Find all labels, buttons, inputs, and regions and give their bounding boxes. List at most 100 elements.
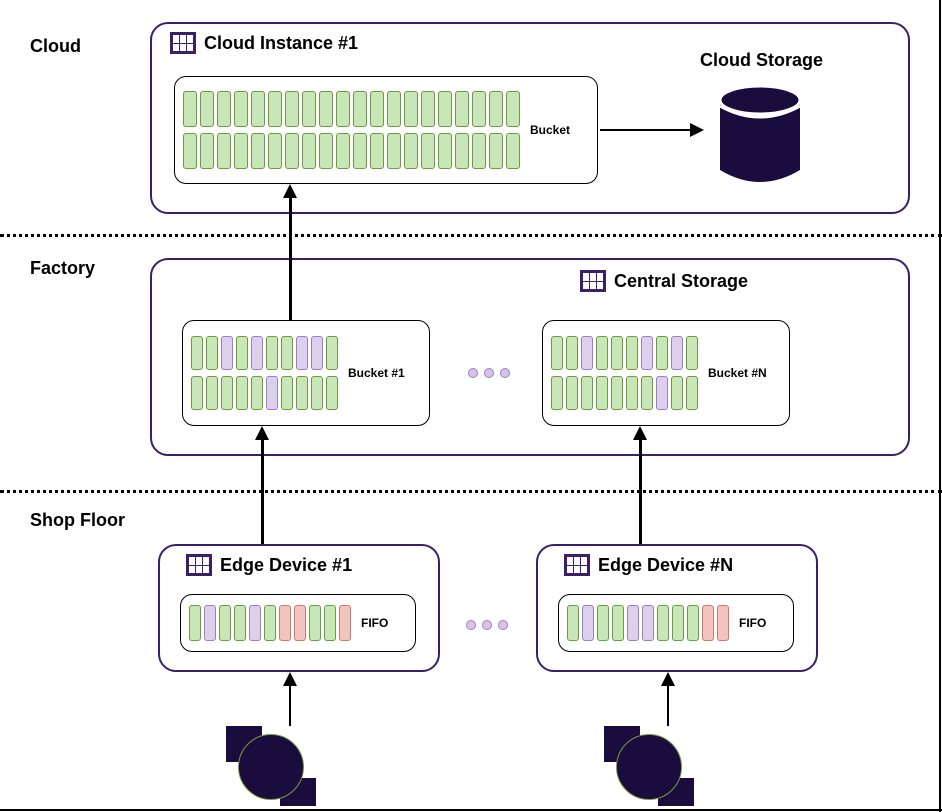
layer-label-cloud: Cloud: [30, 36, 81, 57]
central-storage-title-row: Central Storage: [580, 270, 748, 292]
slot: [489, 133, 503, 169]
slot: [204, 605, 216, 641]
slot: [268, 91, 282, 127]
grid-icon: [170, 32, 196, 54]
arrowhead-sensor1-to-edge1: [283, 672, 297, 686]
slot: [294, 605, 306, 641]
slot: [353, 91, 367, 127]
slot: [200, 133, 214, 169]
slot-row: [183, 91, 520, 127]
slot: [302, 133, 316, 169]
bottom-border: [0, 809, 942, 811]
slot: [285, 91, 299, 127]
slot: [251, 91, 265, 127]
arrow-edge1-to-factory: [261, 438, 264, 544]
arrowhead-sensorn-to-edgen: [661, 672, 675, 686]
factory-bucket-n: Bucket #N: [542, 320, 790, 426]
slot: [671, 336, 683, 370]
slot: [566, 376, 578, 410]
slot: [455, 91, 469, 127]
edge-device-n-title: Edge Device #N: [598, 555, 733, 576]
slot: [336, 133, 350, 169]
slot: [319, 91, 333, 127]
slot: [404, 91, 418, 127]
slot: [219, 605, 231, 641]
slot: [656, 376, 668, 410]
slot: [264, 605, 276, 641]
edge-device-1-title-row: Edge Device #1: [186, 554, 352, 576]
slot: [506, 91, 520, 127]
cloud-storage-cylinder-icon: [712, 82, 808, 188]
slot: [657, 605, 669, 641]
layer-label-shopfloor: Shop Floor: [30, 510, 125, 531]
slot: [387, 91, 401, 127]
slot: [438, 133, 452, 169]
arrow-bucket-to-storage: [600, 129, 692, 131]
slot: [324, 605, 336, 641]
slot: [438, 91, 452, 127]
slot-row: [183, 133, 520, 169]
slot: [251, 376, 263, 410]
edge-fifo-1: FIFO: [180, 594, 416, 652]
divider-cloud-factory: [0, 234, 942, 237]
inner-label: Bucket #N: [708, 366, 767, 380]
slot: [281, 336, 293, 370]
slot: [189, 605, 201, 641]
slot: [183, 133, 197, 169]
factory-ellipsis: [468, 368, 510, 378]
slot: [581, 376, 593, 410]
cloud-instance-title: Cloud Instance #1: [204, 33, 358, 54]
slot: [251, 133, 265, 169]
cloud-instance-title-row: Cloud Instance #1: [170, 32, 358, 54]
slot: [296, 376, 308, 410]
slot: [717, 605, 729, 641]
slot: [279, 605, 291, 641]
slot: [268, 133, 282, 169]
slot: [217, 133, 231, 169]
slot: [626, 336, 638, 370]
slot: [319, 133, 333, 169]
slot: [249, 605, 261, 641]
slot-row: [551, 336, 698, 370]
slot-row: [567, 605, 729, 641]
slot: [236, 336, 248, 370]
slot: [234, 605, 246, 641]
slot: [191, 376, 203, 410]
slot: [326, 336, 338, 370]
slot: [191, 336, 203, 370]
slot: [506, 133, 520, 169]
slot: [611, 336, 623, 370]
slot: [455, 133, 469, 169]
slot: [551, 376, 563, 410]
slot: [641, 336, 653, 370]
slot: [702, 605, 714, 641]
slot: [221, 336, 233, 370]
factory-bucket-1: Bucket #1: [182, 320, 430, 426]
slot-row: [191, 376, 338, 410]
slot: [266, 336, 278, 370]
slot: [221, 376, 233, 410]
slot: [686, 376, 698, 410]
inner-label: Bucket: [530, 123, 570, 137]
sensor-1-icon: [226, 726, 316, 806]
edge-device-n-title-row: Edge Device #N: [564, 554, 733, 576]
slot: [234, 91, 248, 127]
inner-label: FIFO: [361, 616, 388, 630]
slot: [581, 336, 593, 370]
slot: [285, 133, 299, 169]
slot: [596, 336, 608, 370]
slot: [183, 91, 197, 127]
slot: [597, 605, 609, 641]
slot-row: [191, 336, 338, 370]
arrow-sensor1-to-edge1: [289, 684, 291, 726]
layer-label-factory: Factory: [30, 258, 95, 279]
arrow-head-bucket-to-storage: [690, 123, 704, 137]
slot: [326, 376, 338, 410]
grid-icon: [580, 270, 606, 292]
slot: [311, 376, 323, 410]
slot: [387, 133, 401, 169]
sensor-n-icon: [604, 726, 694, 806]
arrowhead-factory-to-cloud: [283, 184, 297, 198]
edge-ellipsis: [466, 620, 508, 630]
edge-fifo-n: FIFO: [558, 594, 794, 652]
